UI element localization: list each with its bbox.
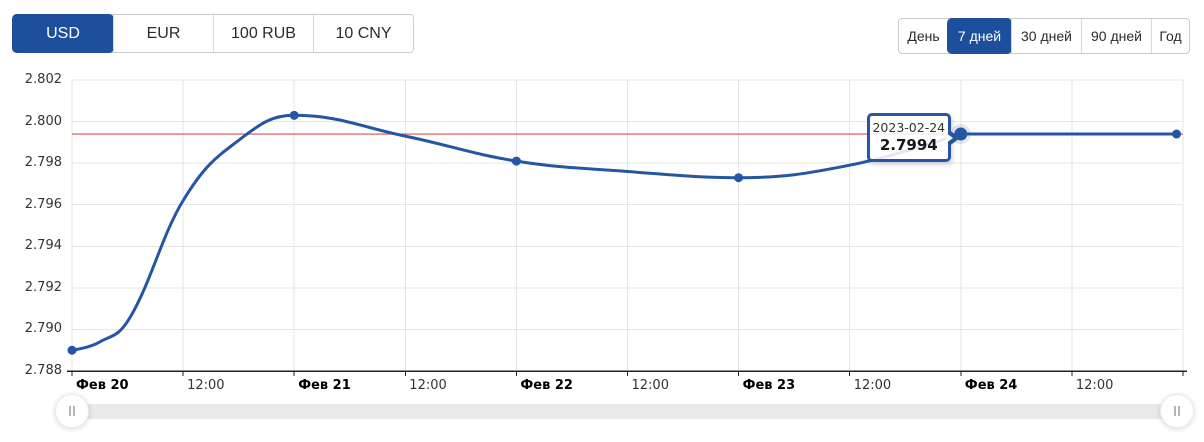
currency-tab-label: 100 RUB <box>231 24 296 42</box>
scrollbar-left-handle[interactable] <box>55 394 89 428</box>
y-axis-label: 2.796 <box>24 196 62 212</box>
scrollbar-right-handle[interactable] <box>1160 394 1194 428</box>
period-tab-label: 90 дней <box>1091 28 1142 44</box>
x-axis-label: Фев 21 <box>298 378 351 393</box>
x-axis-label: Фев 22 <box>520 378 573 393</box>
x-axis-label: Фев 23 <box>742 378 796 393</box>
y-axis-label: 2.798 <box>24 155 62 171</box>
tooltip-value: 2.7994 <box>879 136 938 155</box>
y-axis-label: 2.792 <box>24 279 62 295</box>
data-point[interactable] <box>67 345 77 355</box>
y-axis-label: 2.794 <box>24 238 62 254</box>
x-axis-label: Фев 24 <box>964 378 1018 393</box>
data-point[interactable] <box>289 110 299 120</box>
tooltip-date: 2023-02-24 <box>872 120 946 136</box>
currency-tab-label: 10 CNY <box>335 24 392 42</box>
rate-chart: 2.802 2.800 2.798 2.796 2.794 2.792 2.790 2.788… <box>0 60 1204 400</box>
x-axis-label: Фев 20 <box>76 378 129 393</box>
y-axis-label: 2.802 <box>24 72 62 87</box>
x-axis-label: 12:00 <box>1075 378 1114 393</box>
usd-rate-line <box>70 113 1178 352</box>
period-tab-label: 7 дней <box>957 28 1002 44</box>
period-tabs: День 7 дней 30 дней 90 дней Год <box>898 18 1190 54</box>
currency-tab-100-rub[interactable]: 100 RUB <box>213 15 313 52</box>
period-tab-label: День <box>907 28 940 44</box>
period-tab-year[interactable]: Год <box>1151 19 1189 53</box>
chart-tooltip: 2023-02-24 2.7994 <box>866 113 960 163</box>
period-tab-90-days[interactable]: 90 дней <box>1081 19 1151 53</box>
x-axis-label: 12:00 <box>631 378 669 393</box>
period-tab-30-days[interactable]: 30 дней <box>1011 19 1081 53</box>
currency-tab-eur[interactable]: EUR <box>113 15 213 52</box>
rate-chart-canvas[interactable] <box>0 60 1204 400</box>
currency-tabs: USD EUR 100 RUB 10 CNY <box>12 14 414 53</box>
data-point[interactable] <box>511 156 521 166</box>
grip-icon <box>1174 406 1180 416</box>
y-axis-label: 2.790 <box>24 321 62 337</box>
currency-tab-label: EUR <box>146 24 181 42</box>
currency-tab-label: USD <box>46 24 80 42</box>
scrollbar-track[interactable] <box>62 404 1188 419</box>
grip-icon <box>69 406 75 416</box>
x-axis-label: 12:00 <box>409 378 447 393</box>
y-axis-label: 2.788 <box>24 363 62 378</box>
data-point[interactable] <box>734 173 744 183</box>
data-point[interactable] <box>1172 129 1182 139</box>
period-tab-7-days[interactable]: 7 дней <box>948 19 1011 53</box>
currency-tab-usd[interactable]: USD <box>13 15 113 52</box>
x-axis-label: 12:00 <box>853 378 892 393</box>
period-tab-label: 30 дней <box>1021 28 1072 44</box>
period-tab-day[interactable]: День <box>899 19 948 53</box>
x-axis-label: 12:00 <box>187 378 225 393</box>
currency-tab-10-cny[interactable]: 10 CNY <box>313 15 413 52</box>
period-tab-label: Год <box>1159 28 1182 44</box>
y-axis-label: 2.800 <box>24 113 62 129</box>
